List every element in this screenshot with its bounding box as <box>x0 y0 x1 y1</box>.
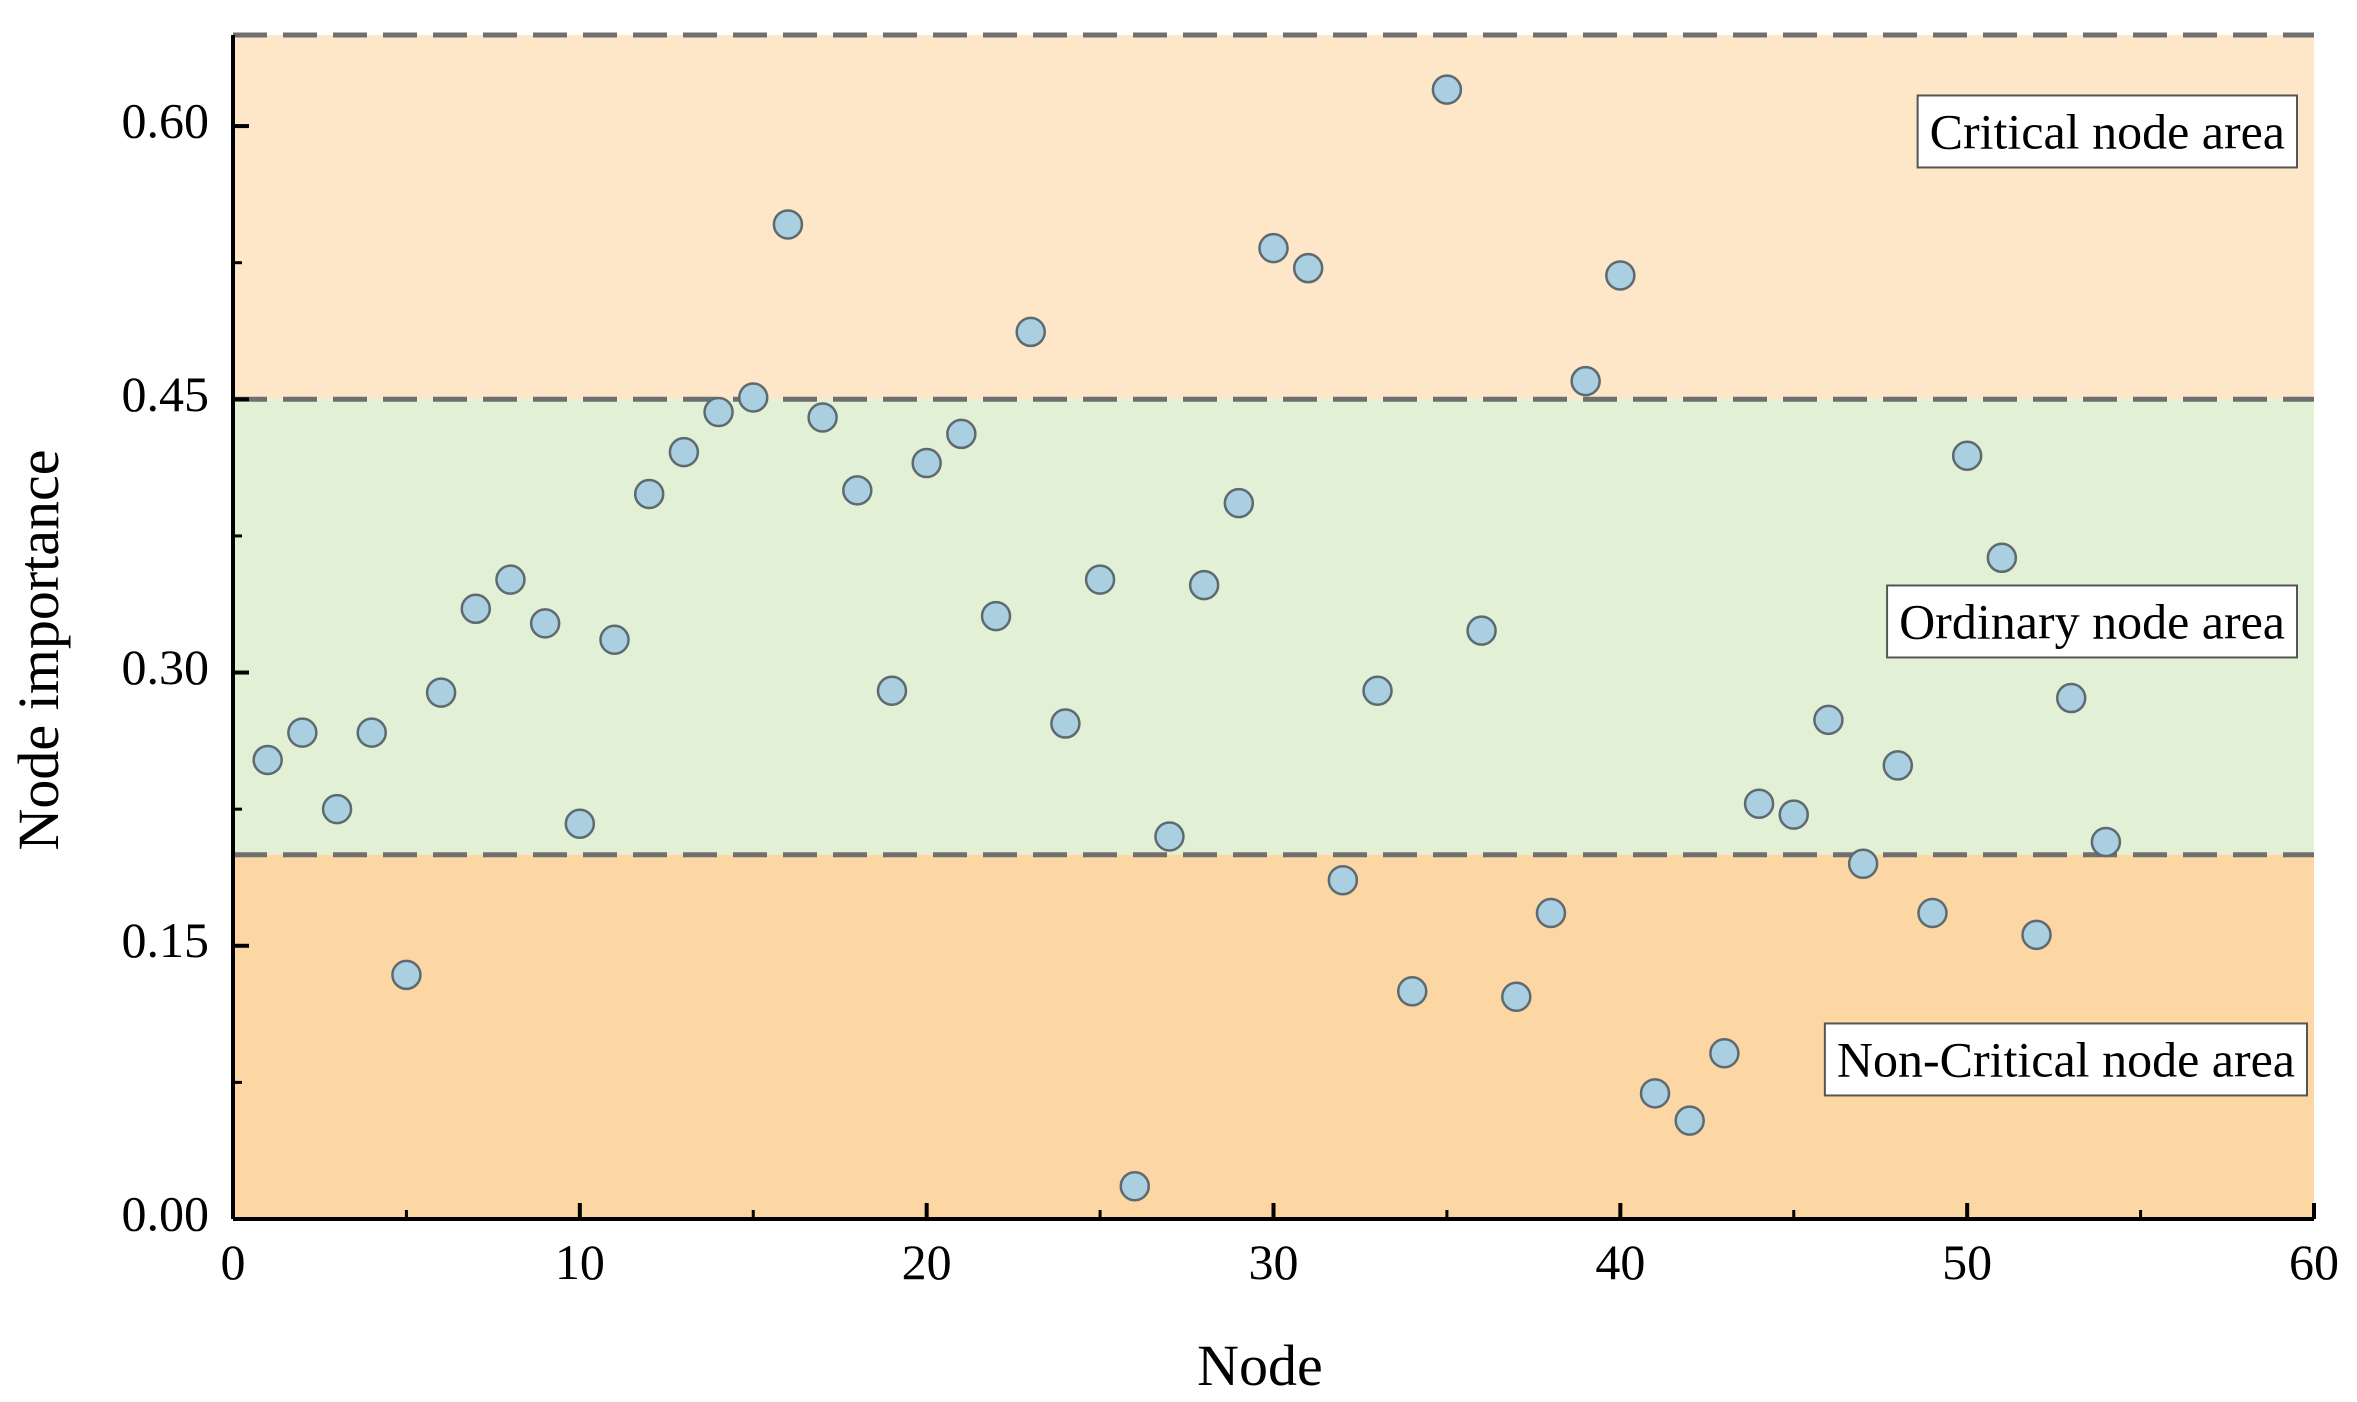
data-point <box>425 677 457 708</box>
data-point <box>252 744 283 776</box>
region-labels: Critical node area Ordinary node area Non-… <box>1823 94 2308 1097</box>
data-point <box>980 600 1012 632</box>
y-tick-label: 0.30 <box>122 639 210 695</box>
data-point <box>2090 826 2122 858</box>
data-point <box>703 396 734 428</box>
data-point <box>1466 615 1497 646</box>
data-point <box>287 717 318 748</box>
data-point <box>529 608 561 639</box>
x-tick-label: 0 <box>221 1234 246 1290</box>
data-point <box>1223 487 1255 519</box>
data-point <box>1709 1037 1740 1069</box>
data-point <box>1743 788 1775 819</box>
data-point <box>1951 440 1983 472</box>
x-tick-label: 50 <box>1942 1234 1992 1290</box>
data-point <box>495 564 526 595</box>
data-point <box>1917 897 1948 929</box>
data-point <box>1050 708 1081 739</box>
data-point <box>772 209 804 240</box>
tick-labels: 0 10 20 30 40 50 60 0.00 0.15 0.30 0.45 0.60 <box>122 93 2340 1290</box>
data-point <box>1605 260 1636 291</box>
data-point <box>807 402 838 433</box>
data-point <box>1674 1105 1705 1136</box>
data-point <box>2021 919 2052 951</box>
data-point <box>1847 848 1879 880</box>
data-point <box>1813 704 1844 736</box>
data-point <box>668 436 700 468</box>
data-point <box>391 959 422 991</box>
region-label-0: Critical node area <box>1930 103 2285 159</box>
data-point <box>911 447 942 479</box>
data-point <box>1015 316 1046 348</box>
data-point <box>1084 564 1116 595</box>
data-point <box>1778 799 1809 830</box>
x-tick-label: 20 <box>902 1234 952 1290</box>
data-point <box>1292 252 1324 284</box>
data-point <box>1327 864 1359 896</box>
data-point <box>633 478 665 510</box>
axes <box>231 35 2316 1221</box>
x-axis-title: Node <box>1197 1333 1323 1398</box>
region-label-box-0 <box>1916 94 2298 169</box>
y-tick-label: 0.45 <box>122 366 210 422</box>
data-point <box>738 382 769 413</box>
data-point <box>1986 542 2018 574</box>
data-point <box>1639 1078 1671 1109</box>
data-point <box>1362 675 1393 707</box>
data-point <box>2055 682 2087 714</box>
y-axis-title: Node importance <box>6 449 71 850</box>
data-point <box>564 808 596 839</box>
data-point <box>356 717 387 748</box>
y-tick-label: 0.60 <box>122 93 210 149</box>
region-label-box-1 <box>1886 584 2298 659</box>
data-point <box>946 418 977 450</box>
x-tick-label: 10 <box>555 1234 605 1290</box>
data-point <box>1258 232 1289 264</box>
data-point <box>1396 976 1428 1007</box>
region-band-0 <box>233 35 2314 400</box>
data-point <box>876 675 908 707</box>
data-point <box>1154 821 1185 852</box>
data-point <box>1882 750 1914 781</box>
data-point <box>1188 569 1220 601</box>
data-points <box>252 74 2122 1202</box>
data-point <box>1431 74 1463 105</box>
data-point <box>599 624 630 656</box>
data-point <box>460 593 492 625</box>
region-label-2: Non-Critical node area <box>1837 1031 2295 1087</box>
x-tick-label: 30 <box>1249 1234 1299 1290</box>
region-label-box-2 <box>1823 1022 2308 1097</box>
x-tick-label: 40 <box>1595 1234 1645 1290</box>
data-point <box>1501 981 1532 1013</box>
region-label-1: Ordinary node area <box>1899 593 2285 649</box>
y-tick-label: 0.15 <box>122 912 210 968</box>
data-point <box>1570 365 1601 397</box>
data-point <box>321 793 353 825</box>
data-point <box>1535 897 1567 929</box>
data-point <box>1119 1170 1151 1202</box>
data-point <box>842 475 873 506</box>
x-tick-label: 60 <box>2289 1234 2339 1290</box>
y-tick-label: 0.00 <box>122 1185 210 1241</box>
